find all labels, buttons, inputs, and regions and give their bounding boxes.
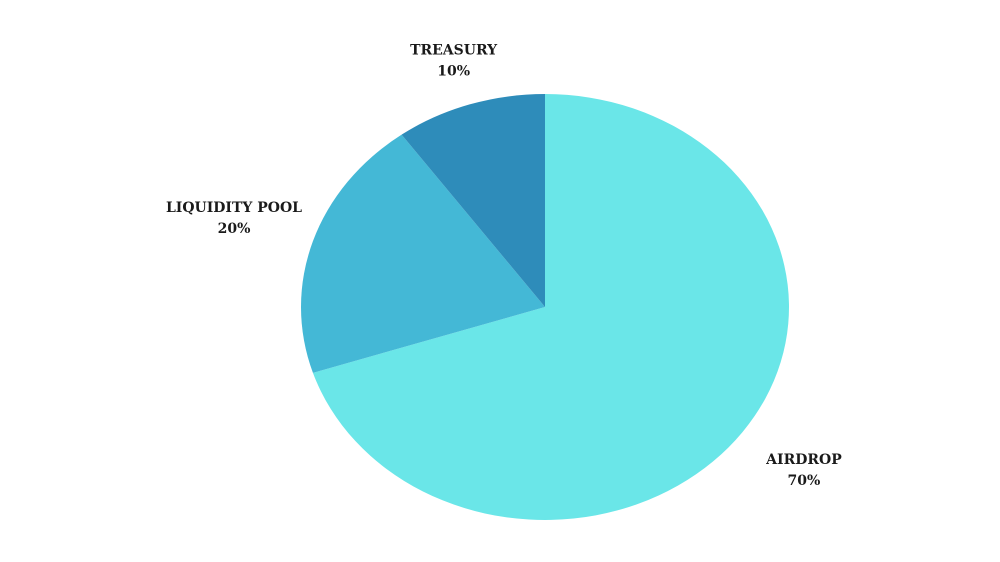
slice-label: TREASURY: [410, 43, 498, 59]
slice-label: LIQUIDITY POOL: [166, 200, 302, 216]
pie-slice: [300, 134, 545, 373]
pie-slice: [401, 94, 545, 307]
slice-value-label: 70%: [788, 473, 821, 489]
slice-value-label: 20%: [218, 221, 251, 237]
slice-value-label: 10%: [437, 64, 470, 80]
pie-slice: [312, 94, 789, 520]
slice-label: AIRDROP: [765, 452, 842, 468]
